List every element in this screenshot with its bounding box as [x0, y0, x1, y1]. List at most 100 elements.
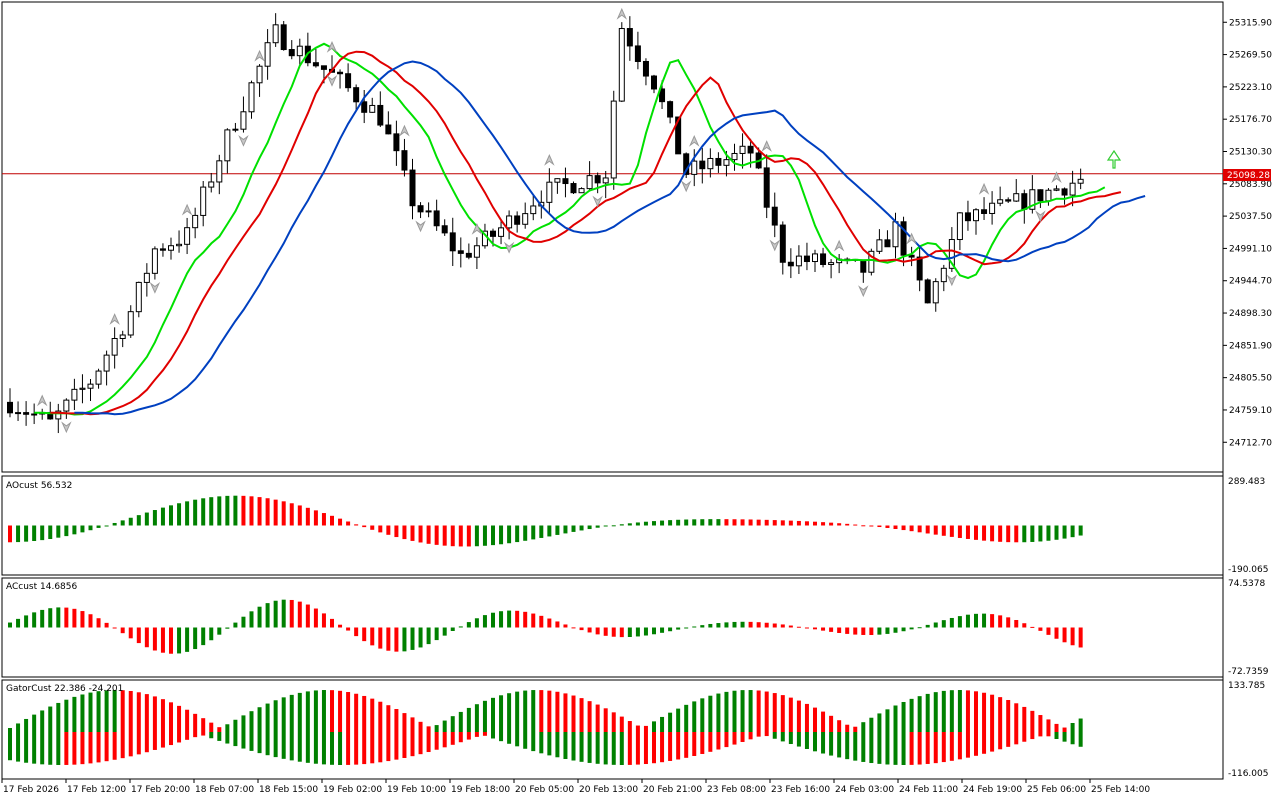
candle-body — [1021, 193, 1028, 210]
histogram-bar — [724, 519, 729, 526]
gator-upper-bar — [32, 714, 37, 732]
histogram-bar — [909, 627, 914, 630]
gator-upper-bar — [1070, 722, 1075, 732]
gator-upper-bar — [547, 690, 552, 732]
histogram-bar — [169, 627, 173, 654]
histogram-bar — [821, 522, 826, 526]
histogram-bar — [949, 617, 954, 628]
histogram-bar — [668, 520, 673, 526]
gator-upper-bar — [764, 691, 769, 732]
histogram-bar — [378, 525, 383, 533]
time-tick-label: 17 Feb 20:00 — [131, 785, 190, 795]
histogram-bar — [829, 627, 834, 632]
gator-upper-bar — [354, 693, 359, 732]
gator-lower-bar — [1006, 732, 1011, 747]
gator-upper-bar — [16, 723, 21, 732]
histogram-bar — [507, 610, 512, 628]
histogram-bar — [410, 627, 415, 650]
histogram-bar — [88, 525, 93, 531]
gator-upper-bar — [660, 716, 665, 732]
histogram-bar — [169, 505, 173, 526]
gator-upper-bar — [281, 697, 286, 732]
histogram-bar — [104, 525, 109, 527]
histogram-bar — [442, 525, 447, 546]
histogram-bar — [458, 626, 463, 628]
histogram-bar — [652, 627, 656, 635]
candle-body — [699, 160, 706, 170]
histogram-bar — [160, 507, 165, 526]
histogram-bar — [660, 520, 665, 526]
gator-upper-bar — [193, 713, 198, 732]
gator-lower-bar — [885, 732, 890, 765]
gator-upper-bar — [128, 690, 133, 732]
price-tick-label: 24991.10 — [1229, 244, 1272, 254]
histogram-bar — [1070, 627, 1075, 646]
gator-upper-bar — [837, 720, 842, 732]
candle-body — [562, 178, 569, 185]
gator-lower-bar — [829, 732, 834, 756]
candle-body — [151, 248, 158, 274]
gator-upper-bar — [724, 691, 729, 732]
histogram-bar — [1022, 525, 1027, 543]
gator-upper-bar — [434, 725, 439, 732]
fractal-up-marker — [471, 222, 483, 235]
histogram-bar — [48, 525, 53, 540]
gator-upper-bar — [595, 704, 600, 732]
gator-lower-bar — [48, 732, 53, 765]
gator-upper-bar — [273, 700, 278, 732]
gator-lower-bar — [330, 732, 334, 765]
histogram-bar — [603, 627, 608, 636]
histogram-bar — [853, 524, 858, 526]
candle-body — [401, 150, 408, 171]
gator-upper-bar — [635, 725, 640, 732]
gator-lower-bar — [281, 732, 286, 759]
gator-upper-bar — [917, 696, 922, 732]
histogram-bar — [837, 627, 842, 633]
candle-body — [127, 311, 134, 336]
candle-body — [916, 256, 923, 281]
histogram-bar — [885, 525, 890, 528]
gator-upper-bar — [297, 692, 302, 732]
candle-body — [168, 245, 174, 251]
histogram-bar — [619, 524, 624, 526]
candle-body — [578, 188, 585, 194]
histogram-bar — [933, 622, 938, 628]
candle-body — [1061, 188, 1068, 196]
gator-upper-bar — [893, 705, 898, 732]
gator-upper-bar — [136, 692, 141, 732]
histogram-bar — [974, 525, 978, 540]
candle-body — [473, 245, 480, 258]
price-tick-label: 25176.70 — [1229, 115, 1272, 125]
histogram-bar — [982, 525, 987, 541]
gator-upper-bar — [788, 697, 793, 732]
candle-body — [1053, 188, 1060, 191]
histogram-bar — [587, 627, 592, 633]
histogram-bar — [281, 501, 286, 526]
gator-upper-bar — [466, 707, 471, 732]
price-tick-label: 24898.30 — [1229, 309, 1272, 319]
histogram-bar — [555, 525, 560, 535]
candle-body — [948, 239, 955, 269]
gator-lower-bar — [1038, 732, 1043, 737]
histogram-bar — [853, 627, 858, 635]
histogram-bar — [152, 510, 157, 526]
histogram-bar — [611, 525, 616, 527]
candle-body — [143, 272, 150, 283]
candle-body — [441, 225, 448, 234]
histogram-bar — [861, 627, 866, 635]
histogram-bar — [458, 525, 463, 547]
gator-lower-bar — [957, 732, 962, 760]
candle-body — [683, 153, 690, 175]
gator-lower-bar — [185, 732, 190, 740]
fractal-up-marker — [544, 154, 555, 166]
gator-lower-bar — [1014, 732, 1019, 745]
price-tick-label: 25083.90 — [1229, 180, 1272, 190]
histogram-bar — [16, 618, 21, 628]
gator-lower-bar — [643, 732, 648, 765]
gator-upper-bar — [813, 707, 817, 732]
histogram-bar — [257, 606, 262, 628]
candle-body — [296, 45, 303, 57]
ao-indicator-label: AOcust 56.532 — [6, 481, 72, 491]
histogram-bar — [370, 627, 375, 646]
fractal-down-marker — [503, 241, 515, 254]
